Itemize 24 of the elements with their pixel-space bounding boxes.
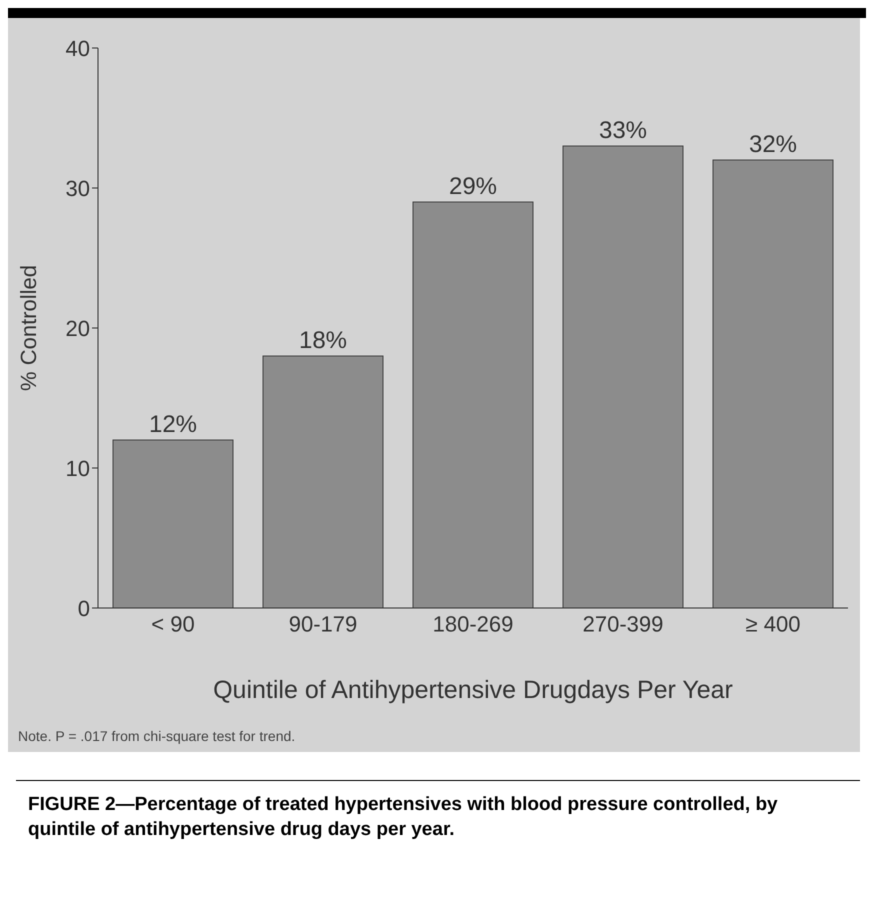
text: FIGURE 2—Percentage of treated hypertensives with blood pressure controlled, by quintile of antihypertensive drug days per year. [27,793,779,842]
x-axis-title: Quintile of Antihypertensive Drugdays Per Year [213,676,733,704]
data-label: 29% [448,173,498,200]
text: Note. P = .017 from chi-square test for trend. [17,728,296,744]
y-tick-label: 20 [66,316,90,341]
x-tick-label: 270-399 [582,612,664,637]
y-tick-label: 40 [66,36,90,61]
x-tick-label: ≥ 400 [746,612,800,637]
data-label: 12% [148,411,198,438]
x-tick-label: 90-179 [288,612,358,637]
data-label: 32% [748,131,798,158]
bar [562,146,684,608]
bar [412,202,534,608]
y-tick-label: 10 [66,456,90,481]
data-label: 18% [298,327,348,354]
bar [112,440,234,608]
bar [262,356,384,608]
x-tick-label: < 90 [151,612,195,637]
data-label: 33% [598,117,648,144]
y-tick-label: 0 [78,596,90,621]
y-axis-title: % Controlled [16,265,41,391]
bar [712,160,834,608]
y-tick-label: 30 [66,176,90,201]
x-tick-label: 180-269 [432,612,514,637]
